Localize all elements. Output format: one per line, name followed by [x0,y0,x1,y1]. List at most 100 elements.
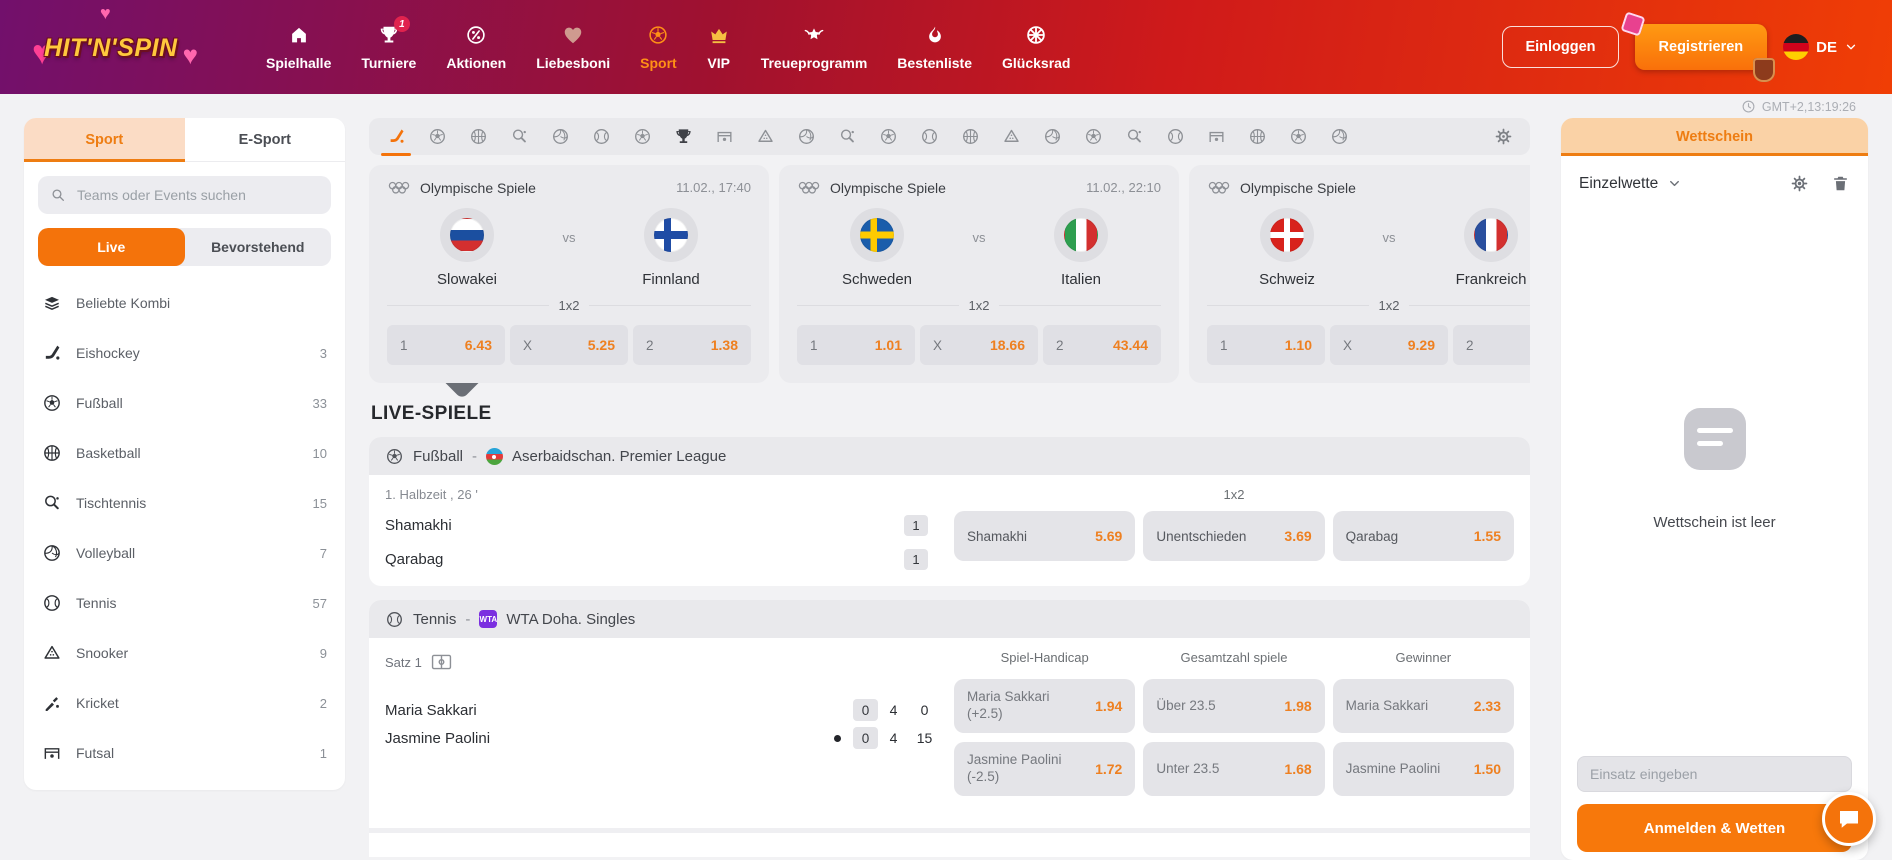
nav-item-bestenliste[interactable]: Bestenliste [897,23,972,71]
odds-button[interactable]: Jasmine Paolini 1.50 [1332,742,1514,796]
filter-sport-icon[interactable] [795,126,817,148]
logo[interactable]: ♥ ♥ ♥ HIT'N'SPIN [32,4,204,86]
filter-sport-icon[interactable] [1123,126,1145,148]
filter-settings-icon[interactable] [1492,126,1514,148]
tab-sport[interactable]: Sport [24,118,185,162]
filter-tennis-icon[interactable] [590,126,612,148]
filter-sport-icon[interactable] [1246,126,1268,148]
search-input[interactable] [75,186,319,204]
odds-button[interactable]: 1 1.01 [797,325,915,365]
odds-button[interactable]: Maria Sakkari (+2.5) 1.94 [954,679,1136,733]
nav-item-liebesboni[interactable]: Liebesboni [536,23,610,71]
chevron-down-icon [1844,40,1858,54]
sidebar-item-beliebte-kombi[interactable]: Beliebte Kombi [24,278,345,328]
event-count: 2 [319,695,327,711]
main-nav: Spielhalle 1 Turniere Aktionen Liebesbon… [266,16,1070,71]
filter-sport-icon[interactable] [1164,126,1186,148]
nav-item-spielhalle[interactable]: Spielhalle [266,23,331,71]
bet-type-selector[interactable]: Einzelwette [1579,174,1659,192]
filter-sport-icon[interactable] [918,126,940,148]
login-and-bet-button[interactable]: Anmelden & Wetten [1577,804,1852,852]
filter-eishockey-icon[interactable] [381,126,411,156]
league-name: Olympische Spiele [1240,179,1356,196]
odds-button[interactable]: X 18.66 [920,325,1038,365]
filter-sport-icon[interactable] [1328,126,1350,148]
odds-button[interactable]: Unter 23.5 1.68 [1143,742,1325,796]
filter-sport-icon[interactable] [836,126,858,148]
live-chat-button[interactable] [1822,792,1876,846]
football-match-info[interactable]: 1. Halbzeit , 26 ' Shamakhi 1 Qarabag 1 [385,487,954,570]
settings-gear-icon[interactable] [1790,174,1809,193]
sidebar-item-tischtennis[interactable]: Tischtennis 15 [24,478,345,528]
heart-decoration-icon: ♥ [32,34,53,72]
crown-icon [707,23,731,47]
odds-button[interactable]: 2 1.38 [633,325,751,365]
filter-tischtennis-icon[interactable] [508,126,530,148]
timezone-clock: GMT+2,13:19:26 [1741,99,1856,114]
stake-input[interactable] [1577,756,1852,792]
filter-pokal-icon[interactable] [672,126,694,148]
match-card[interactable]: Olympische Spiele 11.02., 17:40 Slowakei… [369,165,769,383]
login-button[interactable]: Einloggen [1502,26,1619,68]
nav-item-gluecksrad[interactable]: Glücksrad [1002,23,1070,71]
nav-item-treueprogramm[interactable]: Treueprogramm [761,23,867,71]
filter-sport-icon[interactable] [1205,126,1227,148]
filter-sport-icon[interactable] [877,126,899,148]
toggle-live[interactable]: Live [38,228,185,266]
filter-sport-icon[interactable] [1287,126,1309,148]
match-card[interactable]: Olympische Spiele 11.02., 22:10 Schweden… [779,165,1179,383]
odds-button[interactable]: Qarabag 1.55 [1332,511,1514,561]
sidebar-item-tennis[interactable]: Tennis 57 [24,578,345,628]
odds-button[interactable]: Maria Sakkari 2.33 [1332,679,1514,733]
team-name: Schweden [841,271,913,288]
team-name: Qarabag [385,551,444,568]
tab-esport[interactable]: E-Sport [184,118,345,162]
filter-sport-icon[interactable] [1041,126,1063,148]
odds-button[interactable]: Über 23.5 1.98 [1143,679,1325,733]
filter-snooker-icon[interactable] [754,126,776,148]
filter-sport-icon[interactable] [631,126,653,148]
tennis-match-info[interactable]: Maria Sakkari 0 4 0 Jasmine Paolini 0 4 … [385,696,954,796]
odds-button[interactable]: 1 1.10 [1207,325,1325,365]
toggle-upcoming[interactable]: Bevorstehend [211,239,305,255]
nav-item-turniere[interactable]: 1 Turniere [361,16,416,71]
trash-icon[interactable] [1831,174,1850,193]
sidebar-item-futsal[interactable]: Futsal 1 [24,728,345,778]
event-count: 10 [312,445,327,461]
filter-futsal-icon[interactable] [713,126,735,148]
register-button[interactable]: Registrieren [1619,11,1776,82]
filter-basketball-icon[interactable] [467,126,489,148]
filter-sport-icon[interactable] [1082,126,1104,148]
sidebar-item-basketball[interactable]: Basketball 10 [24,428,345,478]
filter-volleyball-icon[interactable] [549,126,571,148]
sidebar-item-kricket[interactable]: Kricket 2 [24,678,345,728]
separator: - [465,610,471,628]
filter-sport-icon[interactable] [959,126,981,148]
flame-icon [923,23,947,47]
football-section-header[interactable]: Fußball - Aserbaidschan. Premier League [369,437,1530,475]
football-icon [385,447,404,466]
sidebar-item-fussball[interactable]: Fußball 33 [24,378,345,428]
odds-button[interactable]: Shamakhi 5.69 [954,511,1136,561]
odds-button[interactable]: Jasmine Paolini (-2.5) 1.72 [954,742,1136,796]
sidebar-item-eishockey[interactable]: Eishockey 3 [24,328,345,378]
sidebar-item-volleyball[interactable]: Volleyball 7 [24,528,345,578]
nav-item-vip[interactable]: VIP [707,23,731,71]
odds-button[interactable]: 2 43.44 [1043,325,1161,365]
filter-fussball-icon[interactable] [426,126,448,148]
nav-item-aktionen[interactable]: Aktionen [446,23,506,71]
football-icon [646,23,670,47]
tennis-section-header[interactable]: Tennis - WTA WTA Doha. Singles [369,600,1530,638]
odds-button[interactable]: 2 [1453,325,1530,365]
match-card[interactable]: Olympische Spiele Schweiz vs Frankreich … [1189,165,1530,383]
language-selector[interactable]: DE [1783,34,1858,60]
sidebar-item-snooker[interactable]: Snooker 9 [24,628,345,678]
odds-label: 1 [400,337,408,353]
nav-item-sport[interactable]: Sport [640,23,677,71]
filter-sport-icon[interactable] [1000,126,1022,148]
odds-button[interactable]: 1 6.43 [387,325,505,365]
odds-button[interactable]: X 5.25 [510,325,628,365]
odds-button[interactable]: Unentschieden 3.69 [1143,511,1325,561]
odds-value: 1.72 [1095,761,1123,777]
odds-button[interactable]: X 9.29 [1330,325,1448,365]
